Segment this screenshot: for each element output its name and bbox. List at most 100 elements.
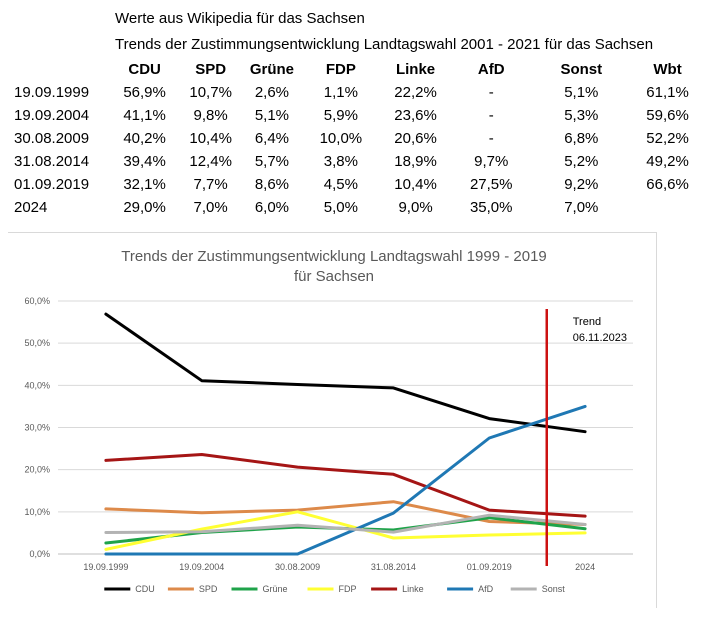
cell-value: -	[488, 130, 494, 147]
cell-value: 8,6%	[254, 176, 290, 193]
series-line-linke	[104, 453, 587, 518]
y-tick-label: 10,0%	[24, 507, 50, 517]
legend-label: SPD	[199, 584, 218, 594]
cell-value: 29,0%	[123, 199, 166, 216]
cell-value: -	[488, 84, 494, 101]
trend-marker-date: 06.11.2023	[573, 332, 627, 344]
column-header: Linke	[395, 61, 436, 78]
cell-value	[632, 196, 703, 219]
cell-value: 6,4%	[254, 130, 290, 147]
series-line-grne	[104, 516, 587, 545]
cell-value: 9,7%	[474, 153, 509, 170]
cell-value: 10,7%	[189, 84, 232, 101]
table-row: 2024 29,0% 7,0% 6,0% 5,0% 9,0% 35,0% 7,0%	[14, 196, 703, 219]
series-line-cdu	[104, 312, 587, 434]
row-date: 30.08.2009	[14, 130, 90, 147]
row-date: 31.08.2014	[14, 153, 90, 170]
column-header: Grüne	[249, 61, 294, 78]
legend-item: FDP	[307, 584, 357, 594]
legend-label: CDU	[135, 584, 155, 594]
cell-value: 3,8%	[323, 153, 358, 170]
cell-value: 5,1%	[564, 84, 599, 101]
table-row: 01.09.2019 32,1% 7,7% 8,6% 4,5% 10,4% 27,5% 9,2…	[14, 173, 703, 196]
cell-value: 18,9%	[394, 153, 437, 170]
cell-value: 4,5%	[323, 176, 358, 193]
cell-value: 5,0%	[323, 199, 358, 216]
y-tick-label: 0,0%	[29, 549, 50, 559]
table-row: 31.08.2014 39,4% 12,4% 5,7% 3,8% 18,9% 9,7% 5,2…	[14, 150, 703, 173]
column-header: Wbt	[653, 61, 682, 78]
cell-value: 52,2%	[646, 130, 689, 147]
cell-value: 7,0%	[564, 199, 599, 216]
y-tick-label: 40,0%	[24, 380, 50, 390]
legend-label: Sonst	[542, 584, 566, 594]
cell-value: 35,0%	[469, 199, 513, 216]
cell-value: 10,0%	[319, 130, 363, 147]
legend-label: FDP	[339, 584, 357, 594]
trend-marker-label: Trend	[573, 316, 601, 328]
legend-item: Grüne	[231, 584, 288, 594]
x-tick-label: 2024	[575, 562, 595, 572]
row-date: 01.09.2019	[14, 176, 90, 193]
cell-value: 41,1%	[123, 107, 166, 124]
cell-value: 32,1%	[123, 176, 166, 193]
series-line-spd	[104, 500, 587, 526]
cell-value: 9,0%	[398, 199, 433, 216]
cell-value: 27,5%	[469, 176, 513, 193]
legend-item: Linke	[371, 584, 424, 594]
results-table: CDU SPD Grüne FDP Linke AfD Sonst Wbt 19…	[14, 58, 703, 219]
column-header: FDP	[325, 61, 356, 78]
x-tick-label: 31.08.2014	[371, 562, 416, 572]
cell-value: 66,6%	[646, 176, 689, 193]
column-header: CDU	[128, 61, 161, 78]
x-tick-label: 19.09.1999	[83, 562, 128, 572]
legend-item: AfD	[447, 584, 494, 594]
column-header: SPD	[195, 61, 227, 78]
y-tick-label: 30,0%	[24, 423, 50, 433]
column-header: Sonst	[560, 61, 603, 78]
table-header-row: CDU SPD Grüne FDP Linke AfD Sonst Wbt	[14, 58, 703, 81]
cell-value: 10,4%	[394, 176, 437, 193]
cell-value: 40,2%	[123, 130, 166, 147]
cell-value: 10,4%	[189, 130, 232, 147]
chart-title: Trends der Zustimmungsentwicklung Landta…	[121, 248, 547, 265]
cell-value: 9,8%	[193, 107, 228, 124]
cell-value: 2,6%	[254, 84, 290, 101]
cell-value: 39,4%	[123, 153, 166, 170]
series-line-sonst	[104, 513, 587, 534]
legend-label: AfD	[478, 584, 494, 594]
row-date: 19.09.2004	[14, 107, 90, 124]
y-tick-label: 50,0%	[24, 338, 50, 348]
header-title-line: Trends der Zustimmungsentwicklung Landta…	[115, 36, 654, 53]
column-header: AfD	[477, 61, 505, 78]
cell-value: 56,9%	[123, 84, 166, 101]
cell-value: 5,7%	[254, 153, 290, 170]
row-date: 19.09.1999	[14, 84, 90, 101]
cell-value: 22,2%	[394, 84, 437, 101]
cell-value: 49,2%	[646, 153, 689, 170]
legend-label: Linke	[402, 584, 424, 594]
y-tick-label: 60,0%	[24, 296, 50, 306]
x-tick-label: 19.09.2004	[179, 562, 224, 572]
line-chart: Trends der Zustimmungsentwicklung Landta…	[24, 248, 633, 594]
cell-value: 59,6%	[646, 107, 689, 124]
legend-item: CDU	[104, 584, 155, 594]
legend-item: SPD	[167, 584, 218, 594]
legend-label: Grüne	[263, 584, 288, 594]
cell-value: 9,2%	[564, 176, 599, 193]
cell-value: 7,0%	[193, 199, 228, 216]
x-tick-label: 30.08.2009	[275, 562, 320, 572]
cell-value: -	[488, 107, 494, 124]
cell-value: 5,3%	[564, 107, 599, 124]
table-row: 19.09.1999 56,9% 10,7% 2,6% 1,1% 22,2% - 5,1% 61…	[14, 81, 703, 104]
row-date: 2024	[14, 199, 48, 216]
chart-panel: Trends der Zustimmungsentwicklung Landta…	[8, 232, 657, 608]
y-tick-label: 20,0%	[24, 465, 50, 475]
cell-value: 20,6%	[394, 130, 437, 147]
x-tick-label: 01.09.2019	[467, 562, 512, 572]
chart-subtitle: für Sachsen	[294, 268, 374, 285]
cell-value: 5,1%	[254, 107, 290, 124]
table-row: 30.08.2009 40,2% 10,4% 6,4% 10,0% 20,6% - 6,8% 5…	[14, 127, 703, 150]
cell-value: 23,6%	[394, 107, 437, 124]
cell-value: 5,2%	[564, 153, 599, 170]
